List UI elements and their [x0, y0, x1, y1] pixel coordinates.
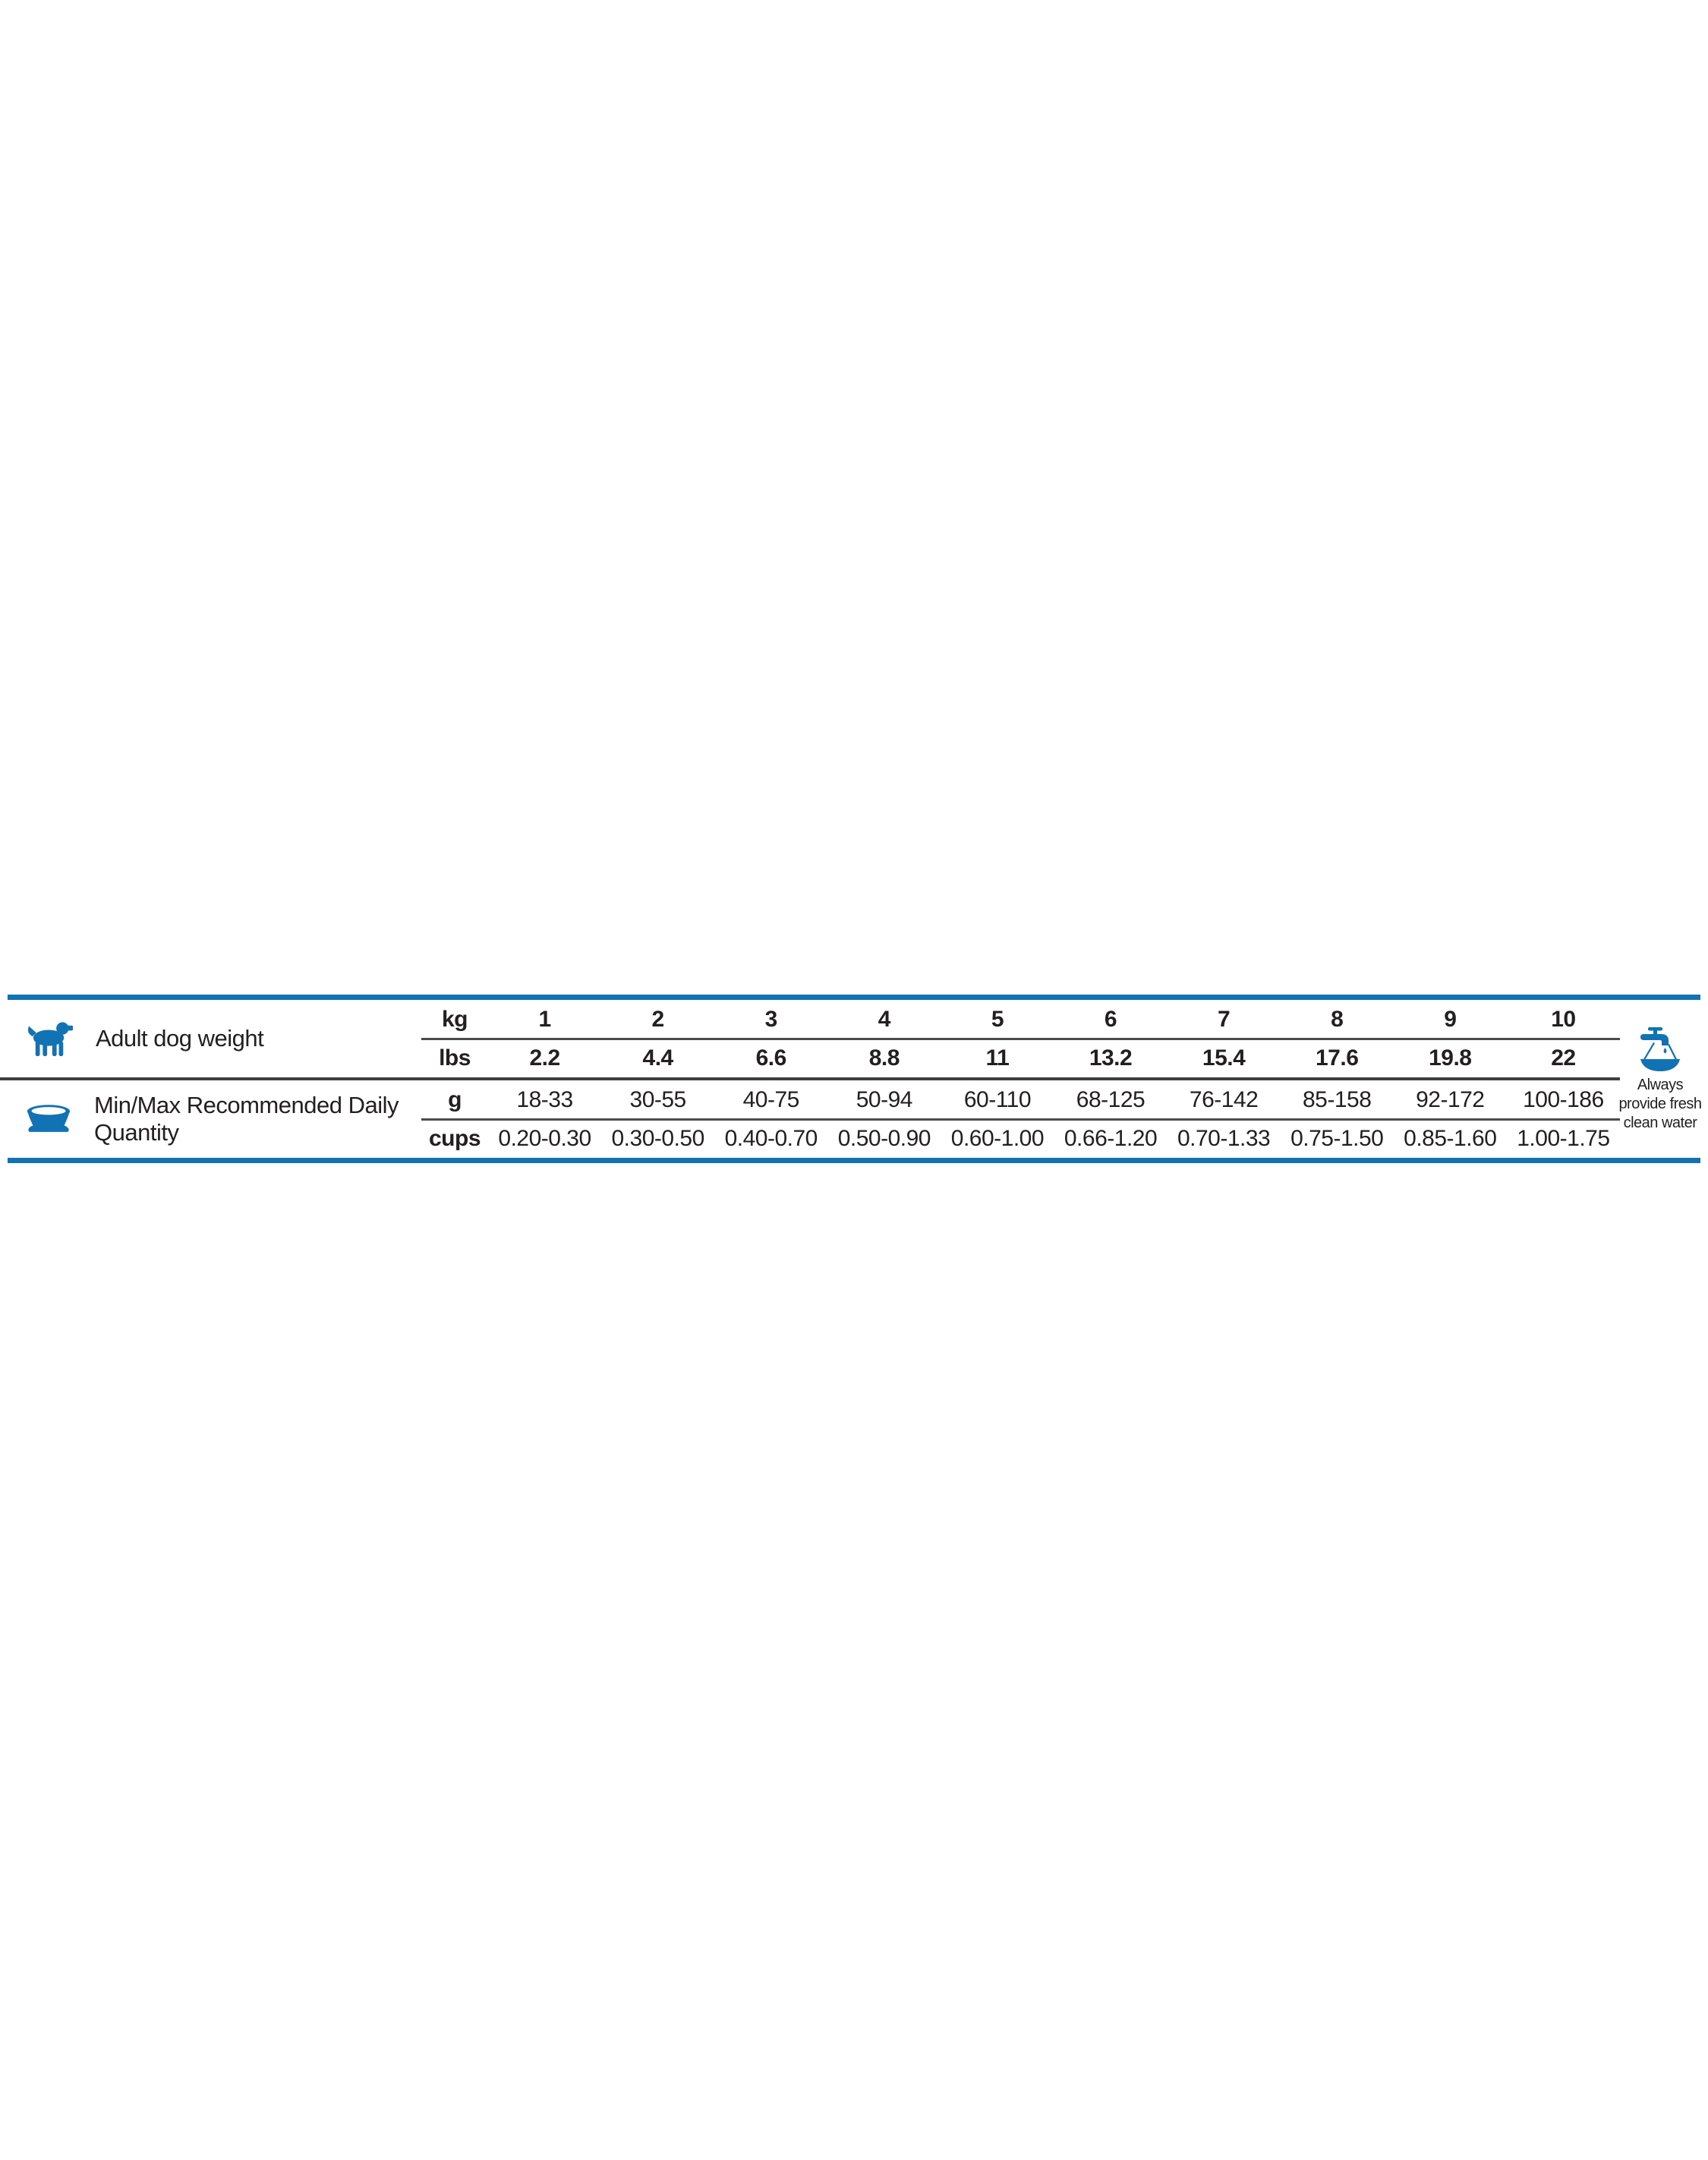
lbs-value: 13.2	[1089, 1045, 1133, 1071]
row-label: Adult dog weight	[96, 1025, 264, 1052]
lbs-value: 17.6	[1316, 1045, 1359, 1071]
lbs-value: 4.4	[642, 1045, 674, 1071]
cups-value: 0.75-1.50	[1290, 1125, 1384, 1151]
kg-value: 8	[1331, 1006, 1344, 1032]
lbs-value: 11	[985, 1045, 1010, 1071]
table-main: Adult dog weight kg 1 2 3 4 5 6 7 8 9 10…	[0, 1000, 1620, 1158]
group-divider	[0, 1077, 1620, 1080]
fresh-water-note: Always provide fresh clean water	[1618, 1000, 1702, 1158]
kg-lbs-divider	[421, 1037, 1620, 1040]
lbs-value: 8.8	[868, 1045, 900, 1071]
lbs-value: 22	[1551, 1045, 1576, 1071]
kg-value: 5	[991, 1006, 1004, 1032]
lbs-value: 2.2	[529, 1045, 560, 1071]
note-line: provide fresh	[1618, 1095, 1702, 1112]
kg-value: 3	[764, 1006, 778, 1032]
unit-g: g	[448, 1086, 462, 1112]
kg-value: 9	[1444, 1006, 1457, 1032]
cups-value: 0.50-0.90	[837, 1125, 931, 1151]
grams-value: 60-110	[963, 1086, 1032, 1112]
cups-value: 0.70-1.33	[1177, 1125, 1271, 1151]
lbs-value: 6.6	[755, 1045, 787, 1071]
row-group-adult-dog-weight: Adult dog weight kg 1 2 3 4 5 6 7 8 9 10…	[8, 1000, 1620, 1077]
lbs-value: 19.8	[1429, 1045, 1472, 1071]
unit-kg: kg	[441, 1006, 468, 1032]
table-bottom-border	[8, 1158, 1700, 1163]
grams-value: 92-172	[1416, 1086, 1485, 1112]
grams-value: 40-75	[742, 1086, 800, 1112]
kg-value: 2	[651, 1006, 665, 1032]
daily-quantity-label-cell: Min/Max Recommended Daily Quantity	[8, 1080, 421, 1158]
cups-value: 0.66-1.20	[1064, 1125, 1158, 1151]
kg-value: 6	[1104, 1006, 1117, 1032]
grams-value: 30-55	[629, 1086, 687, 1112]
dog-bowl-icon	[26, 1104, 71, 1134]
grams-value: 100-186	[1523, 1086, 1604, 1112]
g-cups-divider	[421, 1118, 1620, 1121]
dog-icon	[26, 1020, 73, 1058]
unit-cups: cups	[428, 1125, 481, 1151]
cups-value: 1.00-1.75	[1517, 1125, 1610, 1151]
grams-value: 76-142	[1189, 1086, 1259, 1112]
cups-value: 0.20-0.30	[498, 1125, 591, 1151]
kg-value: 10	[1551, 1006, 1576, 1032]
kg-value: 4	[878, 1006, 891, 1032]
feeding-guide-table: Adult dog weight kg 1 2 3 4 5 6 7 8 9 10…	[0, 995, 1702, 1163]
cups-value: 0.85-1.60	[1404, 1125, 1497, 1151]
grams-value: 50-94	[856, 1086, 913, 1112]
row-label: Min/Max Recommended Daily Quantity	[94, 1092, 399, 1146]
lbs-value: 15.4	[1202, 1045, 1246, 1071]
cups-value: 0.30-0.50	[611, 1125, 705, 1151]
cups-value: 0.40-0.70	[724, 1125, 818, 1151]
adult-dog-weight-label-cell: Adult dog weight	[8, 1000, 421, 1077]
row-group-daily-quantity: Min/Max Recommended Daily Quantity g 18-…	[8, 1080, 1620, 1158]
kg-value: 7	[1218, 1006, 1231, 1032]
grams-value: 68-125	[1076, 1086, 1145, 1112]
cups-value: 0.60-1.00	[950, 1125, 1045, 1151]
grams-value: 18-33	[516, 1086, 573, 1112]
kg-value: 1	[538, 1006, 551, 1032]
note-line: clean water	[1623, 1114, 1697, 1131]
note-line: Always	[1637, 1076, 1684, 1093]
grams-value: 85-158	[1302, 1086, 1372, 1112]
water-tap-bowl-icon	[1636, 1026, 1684, 1074]
table-top-border	[8, 995, 1700, 1000]
unit-lbs: lbs	[439, 1045, 471, 1071]
